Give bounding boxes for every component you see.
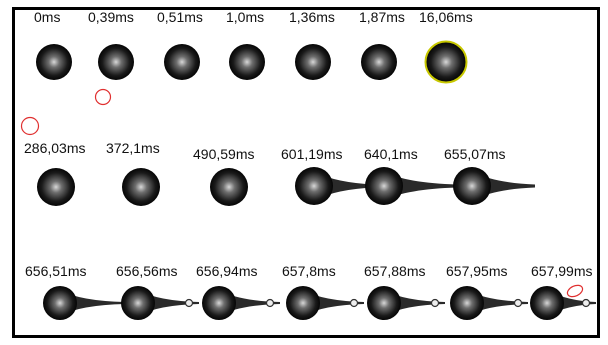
droplet-image bbox=[453, 167, 535, 205]
satellite-bead bbox=[265, 298, 275, 308]
droplet-image bbox=[43, 286, 125, 320]
droplet-image bbox=[121, 286, 199, 320]
droplet-body bbox=[426, 42, 466, 82]
droplet-body bbox=[121, 286, 155, 320]
time-label: 656,56ms bbox=[116, 263, 178, 279]
droplet-image bbox=[202, 286, 280, 320]
droplet-image bbox=[365, 167, 457, 205]
droplet-image bbox=[229, 44, 265, 80]
droplet-image bbox=[210, 168, 248, 206]
droplet-tail bbox=[384, 171, 457, 201]
droplet-body bbox=[365, 167, 403, 205]
droplet-image bbox=[37, 168, 75, 206]
droplet-image bbox=[122, 168, 160, 206]
droplet-body bbox=[295, 44, 331, 80]
time-label: 0,51ms bbox=[157, 9, 203, 25]
droplet-body bbox=[286, 286, 320, 320]
droplet-tail bbox=[60, 290, 125, 316]
droplet-image bbox=[164, 44, 200, 80]
droplet-image bbox=[286, 286, 364, 320]
time-label: 1,36ms bbox=[289, 9, 335, 25]
red-circle-marker bbox=[20, 116, 40, 136]
droplet-image bbox=[295, 44, 331, 80]
time-label: 16,06ms bbox=[419, 9, 473, 25]
time-label: 0,39ms bbox=[88, 9, 134, 25]
time-label: 656,94ms bbox=[196, 263, 258, 279]
droplet-image bbox=[424, 40, 468, 84]
time-label: 372,1ms bbox=[106, 140, 160, 156]
droplet-body bbox=[36, 44, 72, 80]
droplet-body bbox=[164, 44, 200, 80]
time-label: 657,95ms bbox=[446, 263, 508, 279]
red-ellipse-marker bbox=[566, 284, 584, 298]
time-label: 657,88ms bbox=[364, 263, 426, 279]
time-label: 0ms bbox=[34, 9, 61, 25]
time-label: 657,8ms bbox=[282, 263, 336, 279]
droplet-body bbox=[361, 44, 397, 80]
droplet-image bbox=[367, 286, 445, 320]
satellite-bead bbox=[184, 298, 194, 308]
time-label: 640,1ms bbox=[364, 146, 418, 162]
droplet-body bbox=[450, 286, 484, 320]
droplet-body bbox=[530, 286, 564, 320]
droplet-body bbox=[37, 168, 75, 206]
droplet-image bbox=[361, 44, 397, 80]
droplet-body bbox=[202, 286, 236, 320]
satellite-bead bbox=[430, 298, 440, 308]
droplet-outline bbox=[424, 40, 468, 84]
time-label: 601,19ms bbox=[281, 146, 343, 162]
time-label: 1,87ms bbox=[359, 9, 405, 25]
satellite-bead bbox=[349, 298, 359, 308]
satellite-bead bbox=[513, 298, 523, 308]
time-label: 490,59ms bbox=[193, 146, 255, 162]
droplet-body bbox=[43, 286, 77, 320]
droplet-body bbox=[210, 168, 248, 206]
time-label: 657,99ms bbox=[531, 263, 593, 279]
droplet-body bbox=[367, 286, 401, 320]
droplet-image bbox=[98, 44, 134, 80]
droplet-image bbox=[36, 44, 72, 80]
droplet-body bbox=[295, 167, 333, 205]
red-circle-marker bbox=[94, 88, 112, 106]
droplet-body bbox=[98, 44, 134, 80]
time-label: 1,0ms bbox=[226, 9, 265, 25]
droplet-body bbox=[229, 44, 265, 80]
time-label: 656,51ms bbox=[25, 263, 87, 279]
time-label: 655,07ms bbox=[444, 146, 506, 162]
droplet-image bbox=[295, 167, 375, 205]
time-label: 286,03ms bbox=[24, 140, 86, 156]
droplet-body bbox=[122, 168, 160, 206]
droplet-image bbox=[530, 284, 596, 320]
droplet-image bbox=[450, 286, 528, 320]
droplet-body bbox=[453, 167, 491, 205]
satellite-bead bbox=[581, 298, 591, 308]
